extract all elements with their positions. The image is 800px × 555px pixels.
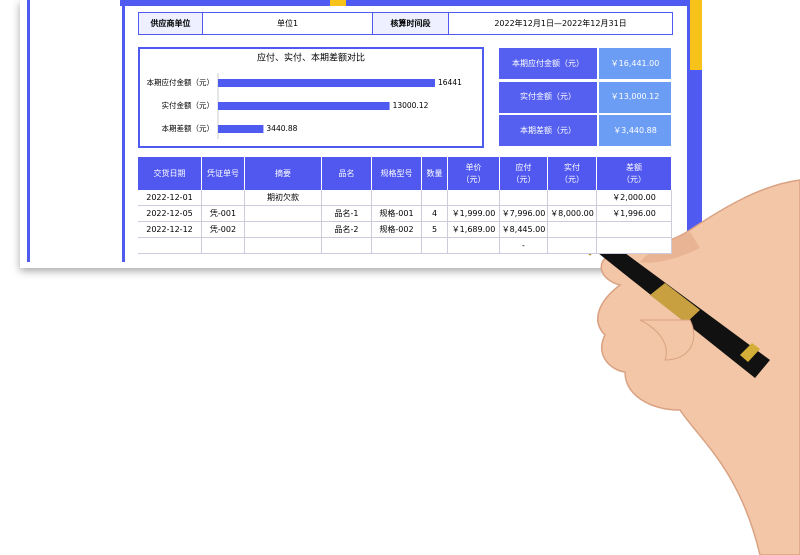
column-header: 数量 — [422, 157, 448, 190]
table-cell — [322, 238, 372, 254]
table-cell: ￥8,445.00 — [500, 222, 548, 238]
table-cell — [322, 190, 372, 206]
column-header: 品名 — [322, 157, 372, 190]
header-cell: 单位1 — [202, 12, 373, 35]
chart: 应付、实付、本期差额对比 本期应付金额（元） 16441 实付金额（元） 13000.… — [138, 47, 484, 148]
chart-title: 应付、实付、本期差额对比 — [257, 52, 365, 64]
column-header: 单价 （元） — [448, 157, 500, 190]
frame-top — [120, 0, 690, 6]
table-cell: 4 — [422, 206, 448, 222]
column-header: 凭证单号 — [202, 157, 245, 190]
table-cell: ￥1,996.00 — [597, 206, 672, 222]
table-cell — [202, 190, 245, 206]
summary-value: ￥3,440.88 — [598, 114, 672, 147]
table-cell: - — [500, 238, 548, 254]
table-cell: ￥2,000.00 — [597, 190, 672, 206]
summary-value: ￥16,441.00 — [598, 47, 672, 80]
table-cell: ￥7,996.00 — [500, 206, 548, 222]
column-header: 差额 （元） — [597, 157, 672, 190]
table-cell: 品名-1 — [322, 206, 372, 222]
table-cell — [372, 190, 422, 206]
table-cell — [372, 238, 422, 254]
frame-inner — [122, 0, 690, 262]
category-label: 本期差额（元） — [162, 123, 215, 133]
pen-cap-ring — [740, 343, 760, 362]
bar — [218, 79, 435, 87]
table-cell — [448, 190, 500, 206]
table-cell — [597, 222, 672, 238]
table-cell — [548, 238, 597, 254]
table-cell: 2022-12-12 — [138, 222, 202, 238]
column-header: 交货日期 — [138, 157, 202, 190]
table-cell — [202, 238, 245, 254]
table-cell: 2022-12-01 — [138, 190, 202, 206]
chart-border — [138, 47, 484, 148]
table-cell — [597, 238, 672, 254]
summary-label: 实付金额（元） — [498, 80, 598, 114]
value-label: 16441 — [438, 78, 462, 87]
table-cell — [245, 206, 322, 222]
table-cell — [500, 190, 548, 206]
value-label: 13000.12 — [393, 101, 429, 110]
bar — [218, 125, 264, 133]
table-cell — [245, 222, 322, 238]
table-cell: 品名-2 — [322, 222, 372, 238]
header-cell: 供应商单位 — [138, 12, 203, 35]
table-cell — [245, 238, 322, 254]
column-header: 应付 （元） — [500, 157, 548, 190]
header-cell: 核算时间段 — [372, 12, 449, 35]
table-cell: ￥1,689.00 — [448, 222, 500, 238]
column-header: 摘要 — [245, 157, 322, 190]
value-label: 3440.88 — [266, 124, 297, 133]
frame-accent — [330, 0, 346, 6]
table-cell: 规格-001 — [372, 206, 422, 222]
table-cell — [448, 238, 500, 254]
table-cell — [422, 238, 448, 254]
table-cell — [548, 190, 597, 206]
column-header: 规格型号 — [372, 157, 422, 190]
category-label: 实付金额（元） — [162, 100, 215, 110]
category-label: 本期应付金额（元） — [147, 77, 215, 87]
table-cell: ￥8,000.00 — [548, 206, 597, 222]
header-cell: 2022年12月1日—2022年12月31日 — [448, 12, 673, 35]
thumb — [639, 319, 695, 361]
table-cell: 期初欠款 — [245, 190, 322, 206]
table-cell — [548, 222, 597, 238]
table-cell: 凭-002 — [202, 222, 245, 238]
table-cell: 5 — [422, 222, 448, 238]
side-bar — [690, 70, 702, 262]
table-cell: 凭-001 — [202, 206, 245, 222]
frame-left — [20, 0, 30, 262]
side-accent — [690, 0, 702, 70]
summary-label: 本期差额（元） — [498, 114, 598, 147]
table-cell: 规格-002 — [372, 222, 422, 238]
pen-band — [650, 283, 700, 323]
column-header: 实付 （元） — [548, 157, 597, 190]
table-cell: 2022-12-05 — [138, 206, 202, 222]
summary-value: ￥13,000.12 — [598, 80, 672, 114]
table-cell — [138, 238, 202, 254]
bar — [218, 102, 390, 110]
table-cell: ￥1,999.00 — [448, 206, 500, 222]
table-cell — [422, 190, 448, 206]
summary-label: 本期应付金额（元） — [498, 47, 598, 80]
